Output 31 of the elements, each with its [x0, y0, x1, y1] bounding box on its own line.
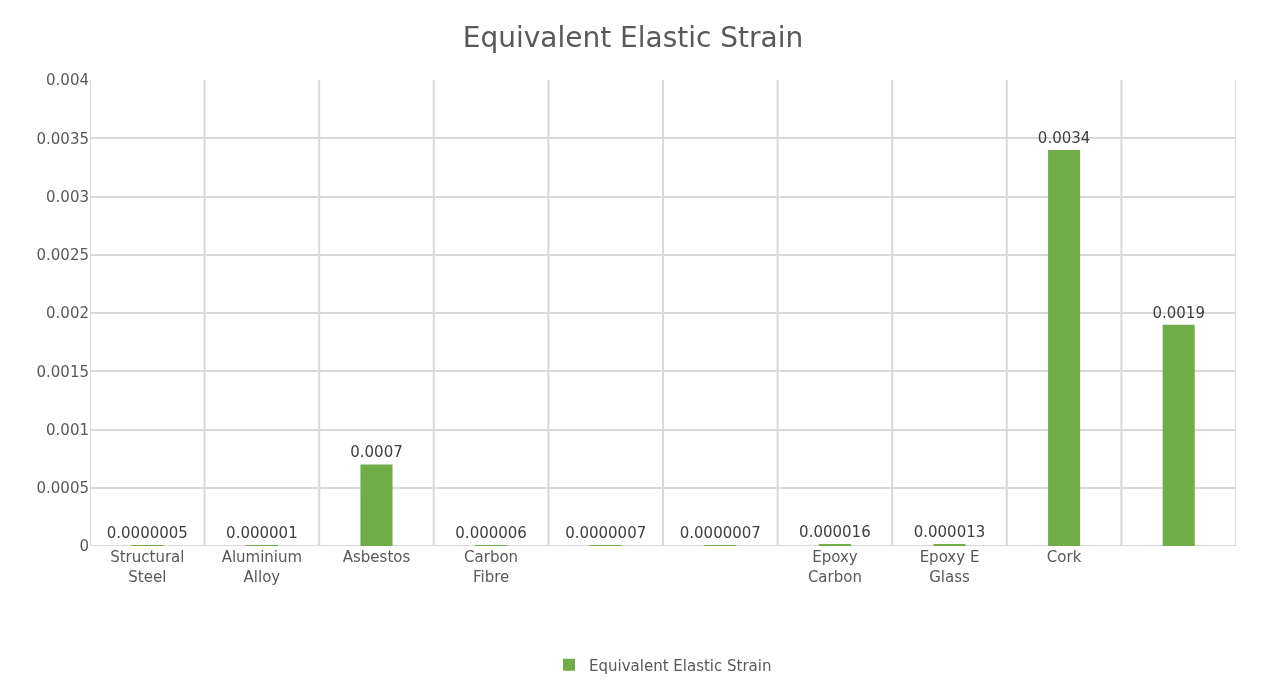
legend-label: Equivalent Elastic Strain [589, 656, 772, 675]
data-label: 0.0000007 [679, 524, 761, 542]
data-label: 0.000016 [799, 523, 871, 541]
data-label: 0.000006 [455, 524, 527, 542]
y-tick-label: 0.003 [46, 187, 89, 206]
x-tick-label: Structural Steel [110, 548, 185, 586]
bar [360, 464, 393, 546]
y-tick-label: 0.0015 [36, 362, 89, 381]
y-tick-label: 0.0005 [36, 479, 89, 497]
data-label: 0.0034 [1037, 128, 1091, 147]
y-tick-label: 0.0025 [36, 246, 89, 264]
y-tick-label: 0.001 [46, 420, 89, 439]
x-tick-label: Epoxy Carbon [807, 548, 862, 586]
x-tick-label: Carbon Fibre [464, 548, 519, 586]
y-tick-label: 0.004 [46, 71, 89, 90]
y-tick-label: 0 [79, 537, 89, 556]
y-tick-label: 0.002 [46, 304, 89, 323]
data-label: 0.0007 [350, 443, 403, 462]
data-label: 0.000001 [226, 524, 298, 542]
x-tick-label: Epoxy E Glass [919, 548, 980, 586]
chart-title: Equivalent Elastic Strain [462, 21, 804, 55]
data-label: 0.0000005 [106, 524, 188, 542]
data-label: 0.0019 [1152, 303, 1205, 322]
x-tick-label: Asbestos [342, 548, 411, 566]
bar [1162, 324, 1195, 546]
data-label: 0.000013 [913, 523, 986, 541]
bar [1048, 149, 1081, 546]
data-label: 0.0000007 [565, 524, 647, 542]
y-tick-label: 0.0035 [36, 129, 89, 148]
x-tick-label: Aluminium Alloy [221, 548, 303, 586]
x-tick-label: Cork [1046, 548, 1082, 566]
